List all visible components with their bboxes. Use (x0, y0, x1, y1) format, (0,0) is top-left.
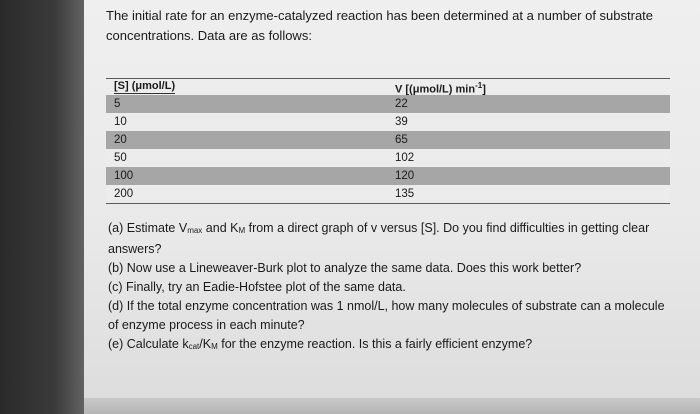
table-bottom-rule (106, 203, 670, 204)
cell-velocity: 135 (395, 188, 415, 200)
cell-substrate: 20 (114, 134, 127, 146)
header-substrate: [S] (μmol/L) (114, 80, 176, 94)
table-row: 100 120 (106, 167, 670, 185)
intro-paragraph: The initial rate for an enzyme-catalyzed… (106, 8, 654, 43)
question-e: (e) Calculate kcat/KM for the enzyme rea… (108, 337, 533, 351)
question-a: (a) Estimate Vmax and KM from a direct g… (108, 221, 650, 256)
table-row: 200 135 (106, 185, 670, 203)
question-b: (b) Now use a Lineweaver-Burk plot to an… (108, 261, 582, 275)
cell-velocity: 39 (395, 116, 408, 128)
cell-velocity: 102 (395, 152, 415, 164)
cell-velocity: 120 (395, 170, 415, 182)
cell-substrate: 10 (114, 116, 127, 128)
data-table: [S] (μmol/L) V [(μmol/L) min-1] 5 22 10 … (106, 78, 670, 204)
table-row: 20 65 (106, 131, 670, 149)
table-row: 50 102 (106, 149, 670, 167)
paper-sheet (84, 0, 700, 414)
cell-substrate: 100 (114, 170, 134, 182)
table-header-row: [S] (μmol/L) V [(μmol/L) min-1] (106, 79, 670, 96)
cell-velocity: 22 (395, 98, 408, 110)
table-row: 10 39 (106, 113, 670, 131)
question-c: (c) Finally, try an Eadie-Hofstee plot o… (108, 280, 406, 294)
cell-velocity: 65 (395, 134, 408, 146)
table-top-rule (106, 78, 670, 79)
cell-substrate: 200 (114, 188, 134, 200)
background-dark-edge (0, 0, 90, 414)
cell-substrate: 5 (114, 98, 121, 110)
question-d: (d) If the total enzyme concentration wa… (108, 299, 665, 332)
table-row: 5 22 (106, 95, 670, 113)
questions-list: (a) Estimate Vmax and KM from a direct g… (108, 219, 668, 356)
desk-surface (84, 398, 700, 414)
cell-substrate: 50 (114, 152, 127, 164)
header-velocity: V [(μmol/L) min-1] (395, 81, 486, 96)
